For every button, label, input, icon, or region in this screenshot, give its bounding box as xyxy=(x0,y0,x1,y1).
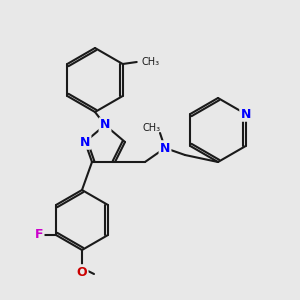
Text: N: N xyxy=(160,142,170,154)
Text: F: F xyxy=(35,229,43,242)
Text: N: N xyxy=(80,136,90,148)
Text: N: N xyxy=(100,118,110,131)
Text: CH₃: CH₃ xyxy=(142,57,160,67)
Text: N: N xyxy=(241,107,251,121)
Text: O: O xyxy=(77,266,87,278)
Text: CH₃: CH₃ xyxy=(143,123,161,133)
